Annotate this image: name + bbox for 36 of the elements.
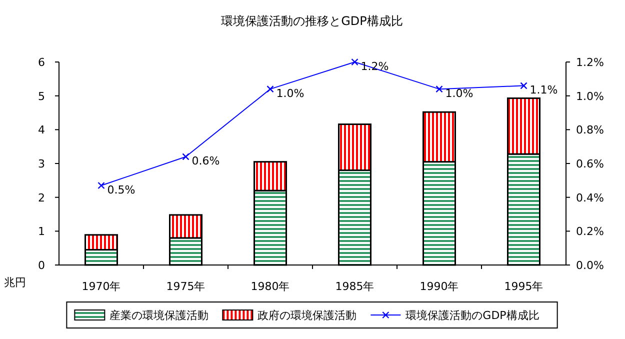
y-axis-title: 兆円 xyxy=(4,276,26,289)
data-label: 1.0% xyxy=(445,87,474,100)
x-tick-label: 1990年 xyxy=(420,280,459,293)
y2-tick-label: 0.6% xyxy=(576,158,604,170)
legend-label: 政府の環境保護活動 xyxy=(258,309,357,322)
y-tick-label: 3 xyxy=(38,158,45,170)
y2-tick-label: 1.2% xyxy=(576,56,604,69)
x-tick-label: 1980年 xyxy=(250,280,290,293)
y2-tick-label: 1.0% xyxy=(576,90,604,103)
point xyxy=(351,58,358,66)
x-tick-label: 1995年 xyxy=(504,280,544,293)
x-tick-label: 1970年 xyxy=(82,280,121,293)
point xyxy=(436,85,443,93)
y-tick-label: 0 xyxy=(38,259,45,272)
y2-tick-label: 0.2% xyxy=(576,225,604,238)
data-label: 0.5% xyxy=(107,183,136,196)
y-tick-label: 4 xyxy=(38,124,45,137)
legend-label: 環境保護活動のGDP構成比 xyxy=(406,309,540,322)
data-label: 1.1% xyxy=(530,84,558,97)
point xyxy=(520,82,528,90)
y-tick-label: 2 xyxy=(38,191,45,204)
chart-title: 環境保護活動の推移とGDP構成比 xyxy=(221,14,403,28)
y-tick-label: 5 xyxy=(38,90,45,103)
y2-tick-label: 0.0% xyxy=(576,259,604,272)
y2-tick-label: 0.4% xyxy=(576,191,604,204)
legend-label: 産業の環境保護活動 xyxy=(110,309,209,322)
point xyxy=(98,182,105,190)
y2-tick-label: 0.8% xyxy=(576,124,604,137)
x-tick-label: 1985年 xyxy=(335,280,374,293)
data-label: 1.0% xyxy=(276,87,304,100)
point xyxy=(266,85,274,93)
y-tick-label: 1 xyxy=(38,225,45,238)
point xyxy=(182,153,190,160)
x-tick-label: 1975年 xyxy=(166,280,206,293)
data-label: 0.6% xyxy=(192,154,220,168)
y-tick-label: 6 xyxy=(38,56,45,69)
